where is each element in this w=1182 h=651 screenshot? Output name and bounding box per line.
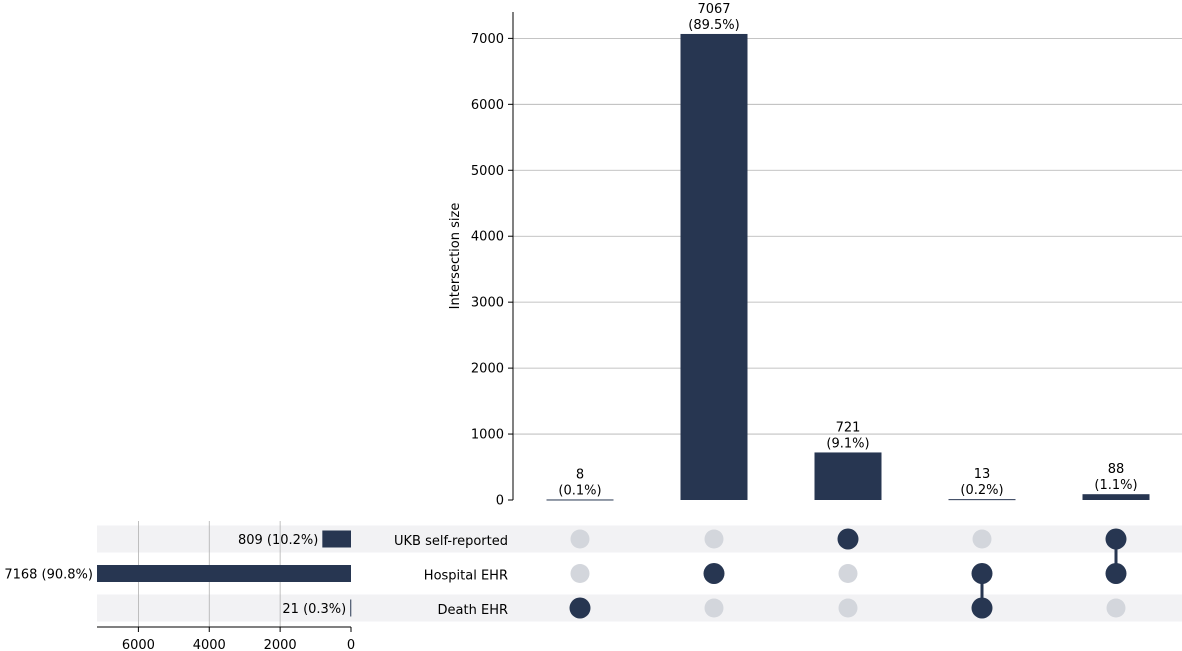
matrix-dot-active — [837, 528, 859, 550]
matrix-dot-active — [971, 597, 993, 619]
intersection-percent-label: (1.1%) — [1094, 478, 1137, 493]
set-name-label: UKB self-reported — [394, 534, 508, 549]
intersection-count-label: 721 — [836, 420, 861, 435]
x-tick-label: 0 — [347, 638, 355, 651]
x-tick-label: 2000 — [264, 638, 297, 651]
y-tick-label: 1000 — [471, 428, 504, 443]
intersection-count-label: 88 — [1108, 462, 1125, 477]
intersection-count-label: 7067 — [697, 2, 730, 17]
matrix-dot-inactive — [570, 529, 590, 549]
x-tick-label: 4000 — [193, 638, 226, 651]
set-name-label: Death EHR — [438, 603, 508, 618]
set-size-bar — [97, 565, 351, 582]
matrix-dot-active — [703, 563, 725, 584]
set-name-label: Hospital EHR — [424, 569, 508, 584]
y-tick-label: 7000 — [471, 32, 504, 47]
y-axis-label: Intersection size — [448, 203, 463, 310]
intersection-bar — [680, 33, 748, 501]
intersection-bar — [814, 452, 882, 500]
intersection-count-label: 8 — [576, 467, 584, 482]
matrix-dot-inactive — [704, 529, 724, 549]
y-tick-label: 5000 — [471, 164, 504, 179]
matrix-dot-active — [1105, 528, 1127, 550]
matrix-dot-active — [1105, 563, 1127, 584]
matrix-dot-active — [569, 597, 591, 619]
intersection-percent-label: (0.2%) — [960, 483, 1003, 498]
matrix-dot-inactive — [838, 564, 858, 583]
y-tick-label: 3000 — [471, 296, 504, 311]
matrix-row-stripe — [97, 594, 1182, 622]
y-tick-label: 6000 — [471, 98, 504, 113]
matrix-row-stripe — [97, 525, 1182, 553]
set-size-bar — [322, 530, 351, 548]
set-size-label: 21 (0.3%) — [282, 602, 346, 617]
matrix-dot-inactive — [1106, 598, 1126, 618]
matrix-dot-active — [971, 563, 993, 584]
intersection-percent-label: (9.1%) — [826, 436, 869, 451]
y-tick-label: 2000 — [471, 362, 504, 377]
set-size-bar — [350, 599, 352, 617]
intersection-bar — [948, 499, 1016, 501]
intersection-bar — [546, 499, 614, 501]
set-size-label: 7168 (90.8%) — [4, 568, 93, 583]
matrix-dot-inactive — [972, 529, 992, 549]
intersection-bar — [1082, 494, 1150, 500]
matrix-dot-inactive — [570, 564, 590, 583]
x-tick-label: 6000 — [122, 638, 155, 651]
y-tick-label: 4000 — [471, 230, 504, 245]
intersection-percent-label: (89.5%) — [688, 18, 739, 33]
y-tick-label: 0 — [496, 494, 504, 509]
intersection-percent-label: (0.1%) — [558, 483, 601, 498]
matrix-dot-inactive — [838, 598, 858, 618]
matrix-dot-inactive — [704, 598, 724, 618]
intersection-count-label: 13 — [974, 467, 991, 482]
set-size-label: 809 (10.2%) — [238, 533, 318, 548]
